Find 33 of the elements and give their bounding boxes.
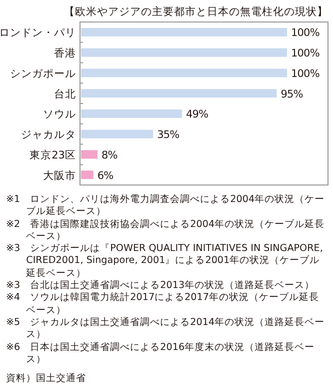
y-tick-label: シンガポール	[10, 68, 76, 80]
data-label: 100%	[291, 68, 320, 80]
text: ※3 台北は国土交通省調べによる2013年の状況（道路延長ベース）	[6, 280, 316, 292]
data-label: 6%	[97, 170, 114, 182]
chart-title: 【欧米やアジアの主要都市と日本の無電柱化の現状】	[64, 5, 328, 18]
bar	[81, 130, 154, 138]
data-label: 35%	[157, 129, 180, 142]
y-tick-label: 東京23区	[30, 148, 76, 162]
y-tick-label: ロンドン・パリ	[0, 27, 76, 40]
text: 資料）国土交通省	[6, 373, 87, 386]
y-tick-label: 大阪市	[43, 168, 76, 182]
y-tick-label: 香港	[54, 46, 76, 60]
bar	[81, 68, 287, 78]
y-tick-label: ソウル	[43, 108, 76, 121]
bar	[81, 170, 94, 180]
bar	[81, 109, 182, 118]
data-label: 8%	[101, 149, 118, 162]
text: ※4 ソウルは韓国電力統計2017による2017年の状況（ケーブル延長ベース）	[6, 292, 320, 317]
y-tick-label: 台北	[54, 87, 76, 100]
text: ※2 香港は国際建設技術協会調べによる2004年の状況（ケーブル延長ベース）	[6, 218, 326, 243]
text: ※6 日本は国土交通省調べによる2016年度末の状況（道路延長ベース）	[6, 342, 316, 366]
text: ※1 ロンドン、パリは海外電力調査会調べによる2004年の状況（ケーブル延長ベース）	[6, 194, 326, 219]
data-label: 100%	[291, 48, 320, 60]
data-label: 49%	[186, 108, 208, 121]
y-tick-label: ジャカルタ	[21, 129, 76, 142]
bar	[81, 89, 277, 98]
bar	[81, 28, 287, 36]
bar	[81, 150, 98, 159]
data-label: 95%	[280, 88, 304, 100]
text: ※3 シンガポールは『POWER QUALITY INITIATIVES IN SINGAPORE, CIRED2001, Singapore, 2001』による2001年の状況（ケーブル延長ベース）	[6, 243, 324, 280]
bar	[81, 48, 287, 57]
data-label: 100%	[291, 27, 320, 40]
text: ※5 ジャカルタは国土交通省調べによる2014年の状況（道路延長ベース）	[6, 316, 326, 342]
